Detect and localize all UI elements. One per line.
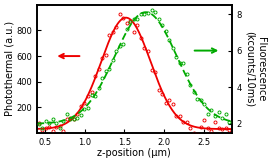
X-axis label: z-position (μm): z-position (μm) xyxy=(97,148,171,158)
Y-axis label: Photothermal (a.u.): Photothermal (a.u.) xyxy=(5,21,15,116)
Y-axis label: Fluorescence
(kcounts/10ms): Fluorescence (kcounts/10ms) xyxy=(244,31,266,107)
